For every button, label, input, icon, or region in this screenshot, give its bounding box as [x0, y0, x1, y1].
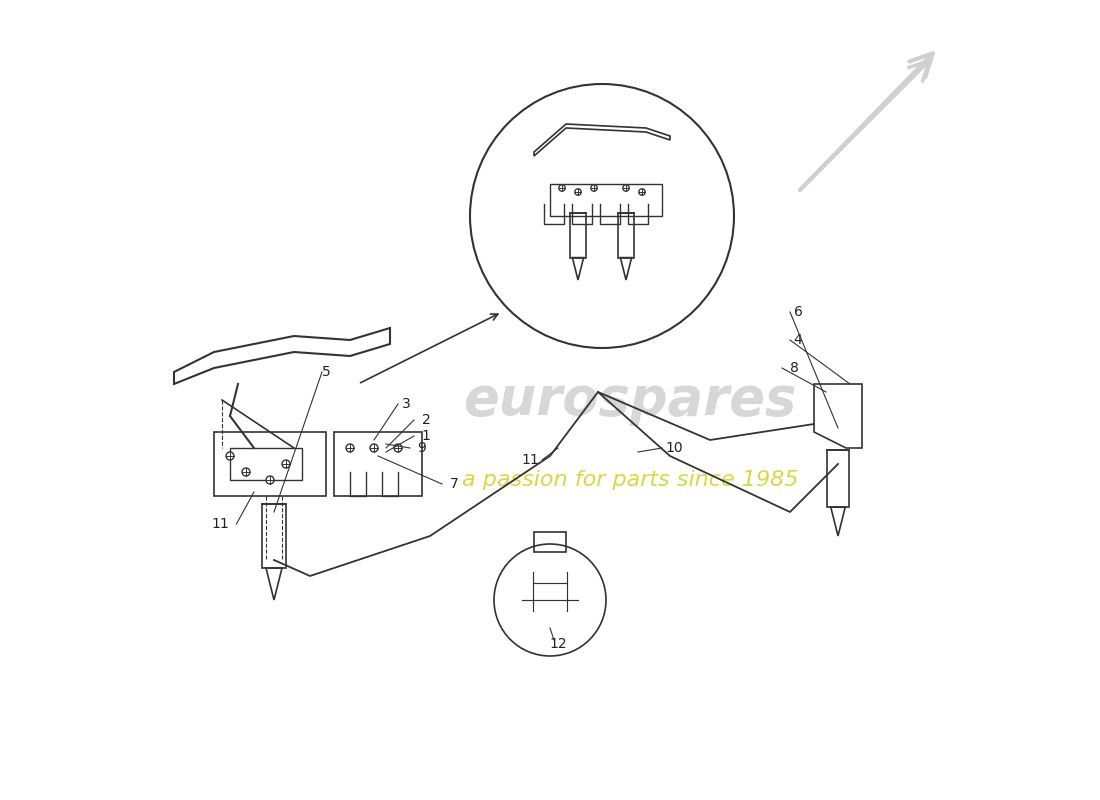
Circle shape: [394, 444, 402, 452]
Circle shape: [346, 444, 354, 452]
Text: 11: 11: [211, 517, 229, 531]
Text: 11: 11: [521, 453, 539, 467]
Bar: [617, 213, 635, 258]
Text: 5: 5: [321, 365, 330, 379]
Circle shape: [266, 476, 274, 484]
Circle shape: [282, 460, 290, 468]
Text: 3: 3: [402, 397, 410, 411]
Text: 8: 8: [790, 361, 799, 375]
Circle shape: [559, 185, 565, 191]
Text: 7: 7: [450, 477, 459, 491]
Bar: [262, 504, 286, 568]
Text: 10: 10: [666, 441, 683, 455]
Text: 12: 12: [549, 637, 566, 651]
Circle shape: [623, 185, 629, 191]
Text: 1: 1: [421, 429, 430, 443]
Text: a passion for parts since 1985: a passion for parts since 1985: [462, 470, 799, 490]
Circle shape: [226, 452, 234, 460]
Circle shape: [591, 185, 597, 191]
Bar: [570, 213, 586, 258]
Text: 6: 6: [793, 305, 802, 319]
Text: 2: 2: [421, 413, 430, 427]
Text: 9: 9: [418, 441, 427, 455]
Text: eurospares: eurospares: [463, 374, 796, 426]
Circle shape: [639, 189, 646, 195]
Bar: [534, 532, 566, 552]
Circle shape: [370, 444, 378, 452]
Circle shape: [242, 468, 250, 476]
Text: 4: 4: [793, 333, 802, 347]
Bar: [827, 450, 849, 507]
Circle shape: [575, 189, 581, 195]
